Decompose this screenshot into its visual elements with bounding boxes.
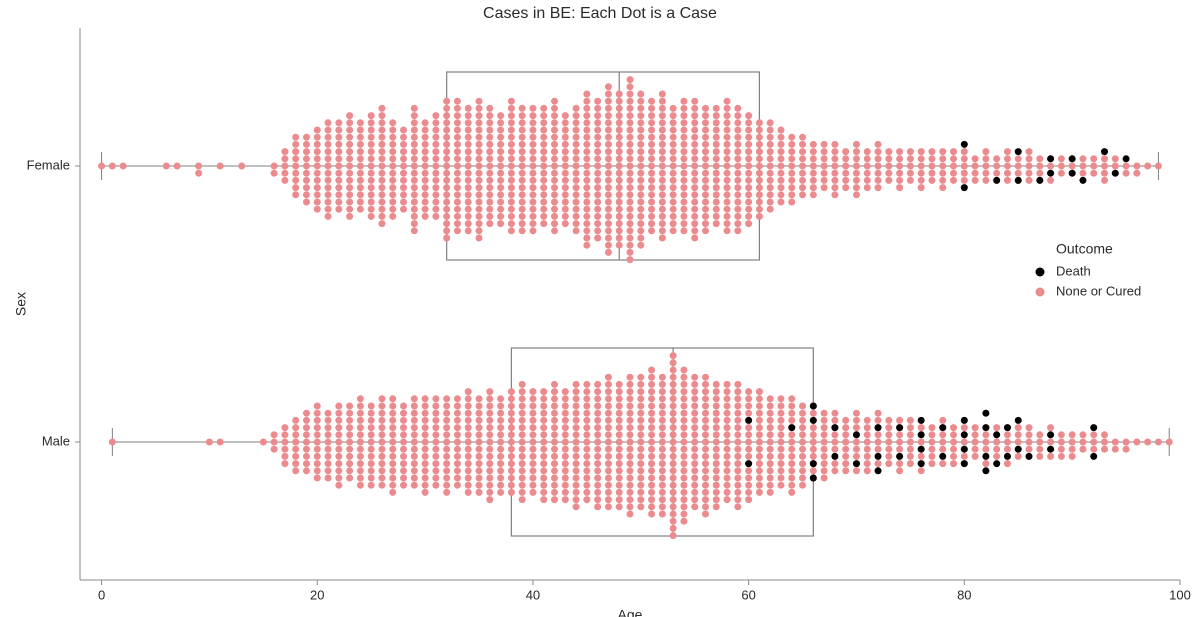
legend-item-label: None or Cured [1056, 283, 1141, 298]
x-tick-label: 40 [526, 587, 540, 602]
y-tick-label-male: Male [42, 433, 70, 448]
x-tick-label: 60 [741, 587, 755, 602]
x-tick-label: 20 [310, 587, 324, 602]
x-axis-label: Age [618, 607, 643, 617]
chart-title: Cases in BE: Each Dot is a Case [483, 5, 717, 22]
legend-item-label: Death [1056, 263, 1091, 278]
chart-container: Cases in BE: Each Dot is a Case 0 20 40 60 80… [0, 0, 1200, 617]
y-tick-label-female: Female [27, 157, 70, 172]
chart-svg: Cases in BE: Each Dot is a Case 0 20 40 60 80… [0, 0, 1200, 617]
x-tick-label: 80 [957, 587, 971, 602]
legend-swatch [1036, 288, 1045, 297]
legend-title: Outcome [1056, 241, 1113, 257]
plot-bg [0, 0, 1200, 617]
y-axis-label: Sex [13, 292, 29, 316]
x-tick-label: 0 [98, 587, 105, 602]
x-tick-label: 100 [1169, 587, 1191, 602]
legend-swatch [1036, 268, 1045, 277]
